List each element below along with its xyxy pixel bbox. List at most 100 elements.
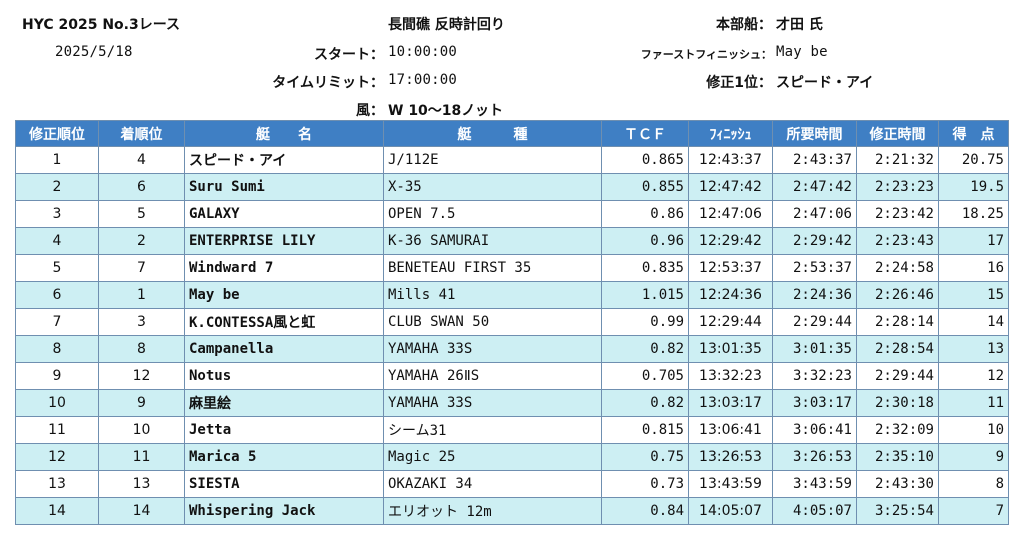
corrected-first-label: 修正1位： [706,75,772,91]
start-time: 10:00:00 [388,44,458,60]
table-row: 12 11 Marica 5 Magic 25 0.75 13:26:53 3:26:53 2… [15,443,1009,471]
finish-time-cell: 12:43:37 [688,146,773,174]
finish-order-cell: 4 [98,146,185,174]
finish-time-cell: 14:05:07 [688,497,773,525]
points-cell: 8 [938,470,1009,498]
points-cell: 12 [938,362,1009,390]
table-row: 1 4 スピード・アイ J/112E 0.865 12:43:37 2:43:37 2:21:… [15,146,1009,174]
boat-name-cell: Campanella [184,335,384,363]
col-corrected-header: 修正時間 [856,120,939,147]
rank-cell: 1 [15,146,99,174]
boat-name-cell: SIESTA [184,470,384,498]
rank-cell: 6 [15,281,99,309]
finish-order-cell: 2 [98,227,185,255]
tcf-cell: 0.99 [601,308,689,336]
rank-cell: 7 [15,308,99,336]
col-rank-corrected-header: 修正順位 [15,120,99,147]
finish-order-cell: 10 [98,416,185,444]
finish-order-cell: 11 [98,443,185,471]
elapsed-time-cell: 3:01:35 [772,335,857,363]
finish-time-cell: 13:43:59 [688,470,773,498]
corrected-time-cell: 2:43:30 [856,470,939,498]
rank-cell: 13 [15,470,99,498]
committee-boat-value: 才田 氏 [776,17,823,33]
finish-order-cell: 9 [98,389,185,417]
elapsed-time-cell: 3:06:41 [772,416,857,444]
boat-type-cell: OKAZAKI 34 [383,470,602,498]
elapsed-time-cell: 3:26:53 [772,443,857,471]
boat-name-cell: ENTERPRISE LILY [184,227,384,255]
rank-cell: 2 [15,173,99,201]
boat-type-cell: YAMAHA 26ⅡS [383,362,602,390]
points-cell: 11 [938,389,1009,417]
points-cell: 15 [938,281,1009,309]
race-date: 2025/5/18 [55,44,133,60]
corrected-time-cell: 3:25:54 [856,497,939,525]
points-cell: 10 [938,416,1009,444]
boat-type-cell: J/112E [383,146,602,174]
boat-type-cell: K-36 SAMURAI [383,227,602,255]
rank-cell: 9 [15,362,99,390]
elapsed-time-cell: 4:05:07 [772,497,857,525]
col-boat-name-header: 艇 名 [184,120,384,147]
wind-label: 風： [356,103,384,119]
boat-type-cell: YAMAHA 33S [383,335,602,363]
boat-name-cell: 麻里絵 [184,389,384,417]
corrected-time-cell: 2:21:32 [856,146,939,174]
table-row: 3 5 GALAXY OPEN 7.5 0.86 12:47:06 2:47:06 2:23:… [15,200,1009,228]
table-row: 9 12 Notus YAMAHA 26ⅡS 0.705 13:32:23 3:32:23 2… [15,362,1009,390]
points-cell: 20.75 [938,146,1009,174]
tcf-cell: 0.86 [601,200,689,228]
time-limit-value: 17:00:00 [388,72,458,88]
boat-name-cell: Notus [184,362,384,390]
elapsed-time-cell: 3:43:59 [772,470,857,498]
corrected-time-cell: 2:23:42 [856,200,939,228]
corrected-time-cell: 2:23:23 [856,173,939,201]
elapsed-time-cell: 2:24:36 [772,281,857,309]
finish-order-cell: 1 [98,281,185,309]
corrected-time-cell: 2:35:10 [856,443,939,471]
first-finish-label: ファーストフィニッシュ： [640,48,772,61]
tcf-cell: 0.815 [601,416,689,444]
finish-time-cell: 12:47:06 [688,200,773,228]
race-title: HYC 2025 No.3レース [22,17,181,33]
table-row: 6 1 May be Mills 41 1.015 12:24:36 2:24:36 2:26… [15,281,1009,309]
elapsed-time-cell: 3:32:23 [772,362,857,390]
boat-type-cell: シーム31 [383,416,602,444]
finish-time-cell: 12:24:36 [688,281,773,309]
boat-type-cell: Mills 41 [383,281,602,309]
table-row: 5 7 Windward 7 BENETEAU FIRST 35 0.835 12:53:… [15,254,1009,282]
boat-name-cell: Marica 5 [184,443,384,471]
col-finish-header: ﾌｨﾆｯｼｭ [688,120,773,147]
finish-time-cell: 13:26:53 [688,443,773,471]
finish-order-cell: 6 [98,173,185,201]
col-boat-type-header: 艇 種 [383,120,602,147]
boat-type-cell: エリオット 12m [383,497,602,525]
tcf-cell: 0.73 [601,470,689,498]
boat-name-cell: Jetta [184,416,384,444]
boat-name-cell: Suru Sumi [184,173,384,201]
tcf-cell: 0.96 [601,227,689,255]
finish-time-cell: 13:32:23 [688,362,773,390]
wind-value: W 10〜18ノット [388,103,504,119]
corrected-time-cell: 2:24:58 [856,254,939,282]
table-row: 8 8 Campanella YAMAHA 33S 0.82 13:01:35 3:01:3… [15,335,1009,363]
time-limit-label: タイムリミット： [272,75,384,91]
elapsed-time-cell: 2:53:37 [772,254,857,282]
col-tcf-header: ＴＣＦ [601,120,689,147]
rank-cell: 10 [15,389,99,417]
boat-type-cell: YAMAHA 33S [383,389,602,417]
finish-order-cell: 13 [98,470,185,498]
boat-name-cell: K.CONTESSA風と虹 [184,308,384,336]
finish-order-cell: 5 [98,200,185,228]
corrected-time-cell: 2:23:43 [856,227,939,255]
tcf-cell: 0.705 [601,362,689,390]
rank-cell: 12 [15,443,99,471]
points-cell: 18.25 [938,200,1009,228]
boat-type-cell: BENETEAU FIRST 35 [383,254,602,282]
rank-cell: 8 [15,335,99,363]
boat-type-cell: OPEN 7.5 [383,200,602,228]
boat-name-cell: Windward 7 [184,254,384,282]
boat-name-cell: Whispering Jack [184,497,384,525]
boat-name-cell: May be [184,281,384,309]
